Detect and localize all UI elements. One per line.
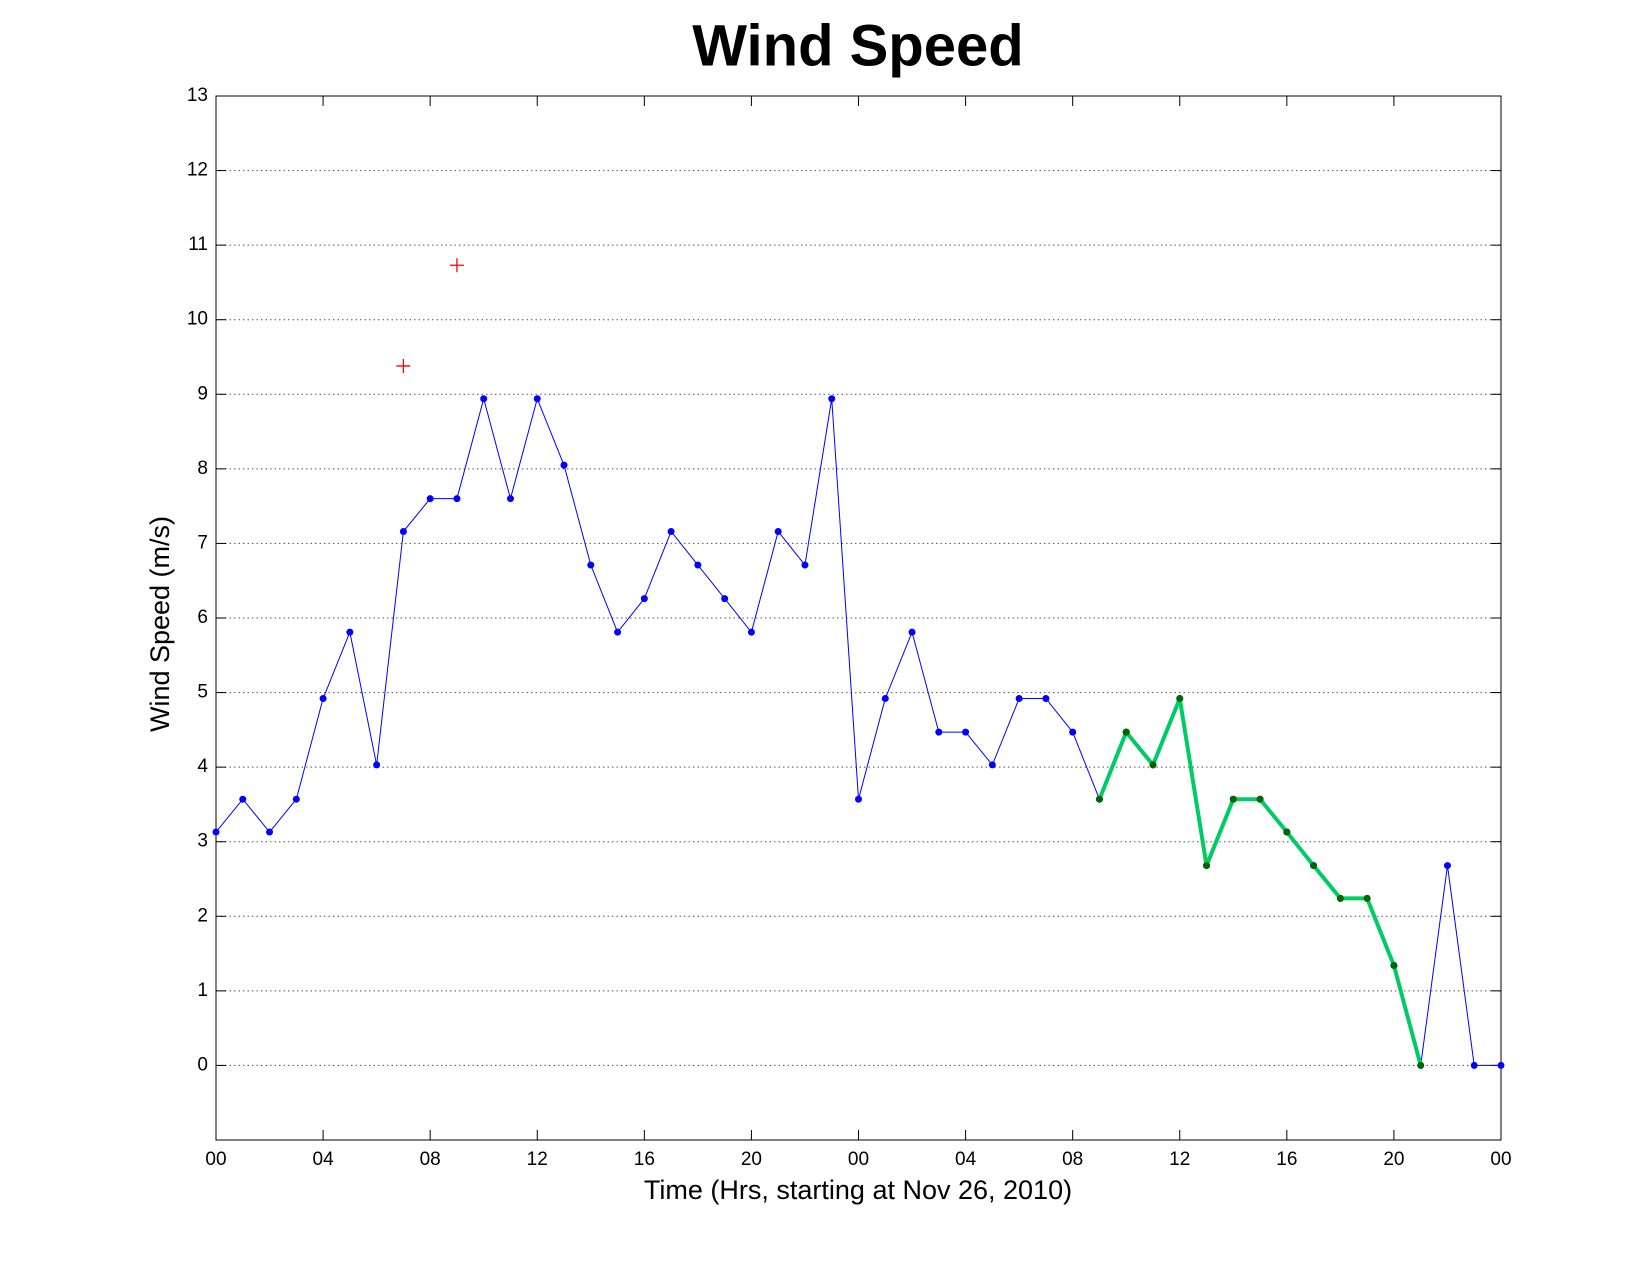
marker [1042,695,1050,703]
x-tick-label: 08 [1062,1149,1083,1170]
x-tick-label: 20 [1383,1149,1404,1170]
marker [640,595,648,603]
marker [1122,728,1130,736]
marker [533,395,541,403]
marker [319,695,327,703]
y-tick-label: 6 [197,607,208,628]
marker [480,395,488,403]
marker [1417,1061,1425,1069]
marker [988,761,996,769]
marker [1015,695,1023,703]
marker [449,258,464,273]
x-tick-label: 00 [1490,1149,1511,1170]
marker [694,561,702,569]
marker [266,828,274,836]
marker [1095,795,1103,803]
y-tick-label: 3 [197,831,208,852]
marker [453,495,461,503]
marker [1149,761,1157,769]
marker [935,728,943,736]
y-tick-label: 2 [197,905,208,926]
marker [346,628,354,636]
plot-border [215,95,1502,1141]
marker [1069,728,1077,736]
marker [962,728,970,736]
marker [855,795,862,803]
x-tick-label: 04 [313,1149,335,1170]
x-tick-label: 00 [205,1149,226,1170]
marker [396,358,411,373]
x-tick-label: 08 [420,1149,441,1170]
marker [1363,894,1371,902]
y-tick-label: 7 [197,532,208,553]
y-tick-label: 9 [197,383,208,404]
marker [801,561,809,569]
marker [1203,862,1211,870]
marker [1229,795,1237,803]
marker [1497,1061,1505,1069]
x-tick-label: 12 [1169,1149,1190,1170]
marker [747,628,755,636]
marker [828,395,836,403]
x-tick-label: 16 [1276,1149,1297,1170]
y-tick-label: 0 [197,1054,208,1075]
marker [239,795,247,803]
x-axis-label: Time (Hrs, starting at Nov 26, 2010) [644,1175,1072,1205]
marker [881,695,889,703]
marker [292,795,300,803]
marker [667,527,675,535]
y-tick-label: 11 [188,234,208,255]
marker [774,527,782,535]
y-tick-label: 4 [197,756,208,777]
marker [1470,1061,1478,1069]
y-tick-label: 10 [187,309,208,330]
marker [560,461,568,469]
marker [1256,795,1264,803]
x-tick-label: 12 [527,1149,548,1170]
y-tick-label: 5 [197,682,208,703]
marker [426,495,434,503]
marker [1336,894,1344,902]
marker [212,828,220,836]
x-tick-label: 00 [848,1149,869,1170]
marker [1176,695,1184,703]
marker [721,595,729,603]
marker [1310,862,1318,870]
x-tick-label: 16 [634,1149,655,1170]
x-tick-label: 04 [955,1149,977,1170]
y-tick-label: 1 [197,980,208,1001]
marker [399,527,407,535]
plot-area [216,96,1501,1140]
x-tick-label: 20 [741,1149,762,1170]
marker [373,761,381,769]
marker [1283,828,1291,836]
marker [908,628,916,636]
y-tick-label: 8 [197,458,208,479]
marker [1390,962,1398,970]
marker [587,561,595,569]
y-axis-label: Wind Speed (m/s) [145,516,175,732]
marker [506,495,514,503]
marker [1443,862,1451,870]
y-tick-label: 13 [187,85,208,106]
y-tick-label: 12 [187,160,208,181]
chart-title: Wind Speed [692,13,1023,78]
marker [614,628,622,636]
